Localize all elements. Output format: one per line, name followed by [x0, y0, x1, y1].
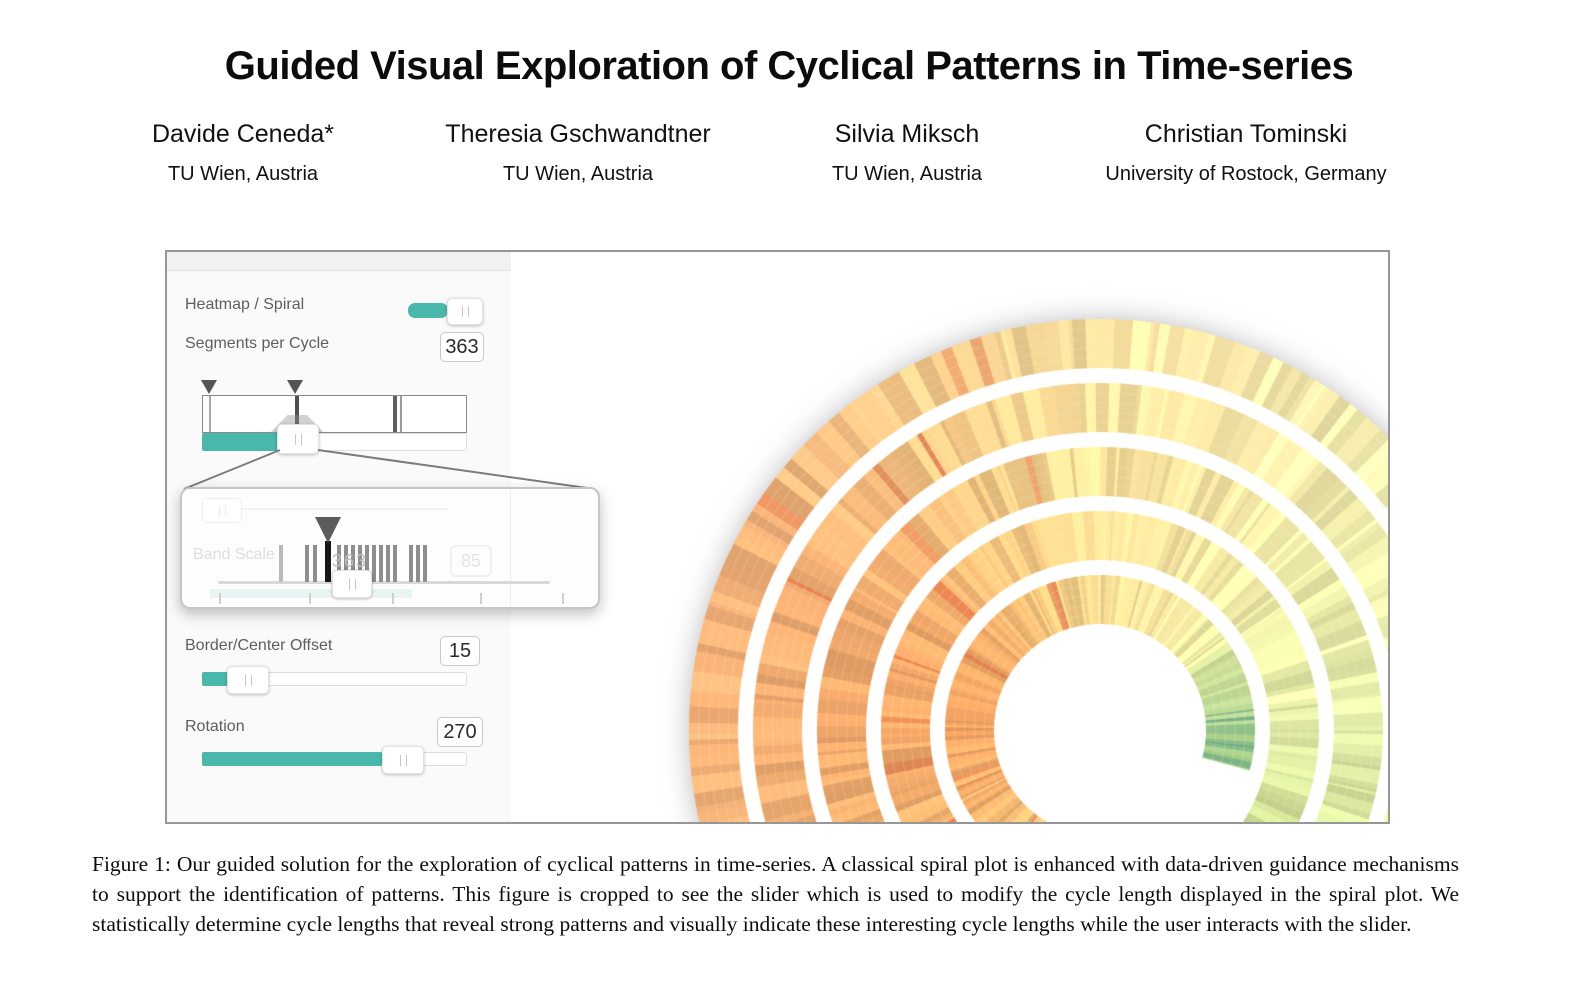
candidate-cycle-bar	[279, 545, 283, 582]
ghost-toggle	[202, 498, 242, 523]
marker-triangle-icon	[201, 380, 217, 394]
segments-slider-thumb[interactable]	[277, 424, 319, 454]
author-affiliation: University of Rostock, Germany	[1105, 163, 1387, 185]
grip-icon	[348, 578, 356, 590]
segments-per-cycle-label: Segments per Cycle	[185, 335, 330, 352]
rotation-label: Rotation	[185, 718, 245, 735]
cycle-length-marker	[400, 396, 402, 432]
marker-triangle-icon	[287, 380, 303, 394]
author-affiliation: TU Wien, Austria	[502, 163, 654, 185]
candidate-cycle-bar	[409, 545, 413, 582]
grip-icon	[244, 674, 252, 686]
spiral-plot	[511, 252, 1388, 822]
slider-magnifier-inset: Band Scale 85 363	[180, 487, 600, 609]
magnified-value-tooltip: 363	[332, 551, 369, 571]
magnified-slider-fill	[210, 589, 412, 598]
rotation-input[interactable]: 270	[437, 717, 483, 747]
offset-slider-fill	[202, 672, 228, 686]
axis-tick	[219, 593, 221, 604]
cycle-length-marker	[393, 396, 397, 432]
candidate-cycle-bar	[358, 545, 362, 582]
heatmap-spiral-toggle-thumb[interactable]	[447, 298, 483, 325]
grip-icon	[399, 754, 407, 766]
ghost-band-scale-label: Band Scale	[193, 546, 275, 563]
author-affiliation: TU Wien, Austria	[831, 163, 983, 185]
current-cycle-marker-icon	[315, 517, 341, 543]
border-center-offset-label: Border/Center Offset	[185, 637, 333, 654]
border-center-offset-input[interactable]: 15	[440, 636, 480, 666]
segments-per-cycle-input[interactable]: 363	[440, 332, 484, 362]
heatmap-spiral-label: Heatmap / Spiral	[185, 296, 305, 313]
author-name: Silvia Miksch	[834, 120, 980, 148]
candidate-cycle-bar	[423, 545, 427, 582]
candidate-cycle-bar	[344, 545, 348, 582]
rotation-slider-fill	[202, 752, 382, 766]
magnified-slider-track	[218, 581, 550, 584]
rotation-slider-thumb[interactable]	[382, 746, 424, 774]
grip-icon	[461, 306, 469, 317]
ghost-slider-track	[242, 508, 447, 510]
figure-1: Heatmap / Spiral Segments per Cycle 363 …	[165, 250, 1390, 824]
grip-icon	[218, 505, 226, 516]
cycle-length-range-box	[202, 395, 467, 433]
candidate-cycle-bar	[351, 545, 355, 582]
axis-tick	[392, 593, 394, 604]
candidate-cycle-bar	[416, 545, 420, 582]
author-block: Silvia Miksch TU Wien, Austria	[717, 120, 1097, 186]
candidate-cycle-bar	[313, 545, 317, 582]
author-name: Christian Tominski	[1144, 120, 1348, 148]
author-block: Christian Tominski University of Rostock…	[1056, 120, 1436, 186]
grip-icon	[294, 433, 302, 445]
axis-tick	[309, 593, 311, 604]
segments-slider-fill	[202, 433, 278, 451]
author-name: Theresia Gschwandtner	[445, 120, 711, 148]
candidate-cycle-bar	[393, 545, 397, 582]
author-block: Theresia Gschwandtner TU Wien, Austria	[388, 120, 768, 186]
author-affiliation: TU Wien, Austria	[167, 163, 319, 185]
axis-tick	[480, 593, 482, 604]
author-name: Davide Ceneda*	[151, 120, 335, 148]
candidate-cycle-bar	[337, 545, 341, 582]
magnified-slider-thumb[interactable]	[332, 570, 372, 598]
candidate-cycle-bar	[386, 545, 390, 582]
candidate-cycle-bar	[372, 545, 376, 582]
candidate-cycle-bar	[325, 541, 331, 582]
candidate-cycle-bar	[305, 545, 309, 582]
axis-tick	[562, 593, 564, 604]
candidate-cycle-bar	[365, 545, 369, 582]
figure-caption: Figure 1: Our guided solution for the ex…	[92, 852, 1459, 936]
author-block: Davide Ceneda* TU Wien, Austria	[53, 120, 433, 186]
page-title: Guided Visual Exploration of Cyclical Pa…	[224, 44, 1354, 88]
heatmap-spiral-toggle[interactable]	[408, 303, 448, 318]
ghost-band-scale-input: 85	[450, 545, 492, 577]
cycle-length-marker	[295, 396, 299, 432]
cycle-length-marker	[209, 396, 211, 432]
offset-slider-thumb[interactable]	[227, 666, 269, 694]
candidate-cycle-bar	[379, 545, 383, 582]
ghost-panel-edge	[510, 489, 511, 607]
spiral-plot-area	[511, 252, 1388, 822]
panel-header-strip	[167, 252, 511, 271]
